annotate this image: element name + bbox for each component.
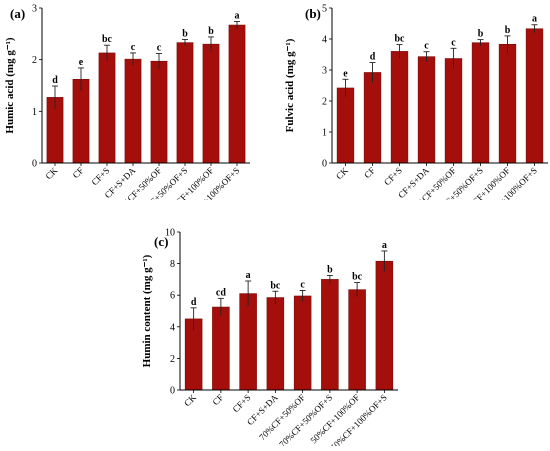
y-tick-label: 2: [32, 55, 37, 66]
chart-panel-b: (b) Fulvic acid (mg g⁻¹) e CK d CF bc CF+S c CF+S…: [275, 0, 550, 226]
panel-label: (b): [305, 6, 321, 21]
significance-letter: b: [182, 29, 188, 40]
fulvic-acid-chart: (b)Fulvic acid (mg g⁻¹) eCKdCFbcCF+ScCF+S…: [284, 4, 548, 226]
y-tick-label: 5: [322, 4, 327, 15]
y-tick-label: 1: [32, 107, 37, 118]
bar-cf-s: [98, 52, 116, 164]
bar-cf-s-da: [124, 58, 142, 164]
bar-cf-s: [239, 293, 257, 391]
y-tick-label: 1: [322, 128, 327, 139]
x-tick-label: CK: [43, 165, 59, 181]
significance-letter: b: [208, 26, 214, 37]
significance-letter: bc: [352, 272, 363, 283]
y-tick-label: 8: [170, 259, 175, 270]
x-tick-label: CK: [182, 392, 198, 408]
y-axis-label: Humic acid (mg g⁻¹): [4, 37, 16, 134]
x-tick-label: CF+S: [382, 165, 404, 187]
bar-cf: [212, 306, 230, 391]
significance-letter: c: [451, 37, 456, 48]
y-tick-label: 6: [170, 291, 175, 302]
x-tick-label: CF: [210, 392, 225, 407]
y-tick-label: 4: [170, 322, 175, 333]
significance-letter: a: [382, 240, 387, 251]
bar-cf-s: [390, 51, 409, 164]
x-tick-label: 50%CF+100%OF: [308, 392, 361, 445]
bar-cf-s-da: [417, 56, 436, 164]
significance-letter: c: [300, 279, 305, 290]
bar-50-cf-100-of-s: [525, 28, 544, 164]
panel-label: (a): [10, 6, 25, 21]
significance-letter: e: [79, 57, 84, 68]
bar-50-cf-100-of-s: [375, 260, 394, 391]
significance-letter: b: [327, 264, 333, 275]
y-tick-label: 2: [170, 354, 175, 365]
humic-acid-chart: (a)Humic acid (mg g⁻¹) dCKeCFbcCF+ScCF+S+…: [4, 4, 250, 226]
chart-panel-c: (c) Humin content (mg g⁻¹) d CK cd CF a CF+S bc C…: [136, 222, 418, 451]
x-tick-label: CF: [362, 165, 377, 180]
y-tick-label: 3: [322, 66, 327, 77]
bar-ck: [336, 87, 355, 164]
significance-letter: b: [505, 25, 511, 36]
bar-70-cf-50-of-s: [471, 42, 490, 164]
significance-letter: bc: [270, 280, 281, 291]
bar-50-cf-100-of: [498, 43, 517, 164]
y-tick-label: 0: [32, 159, 37, 170]
y-tick-label: 3: [32, 4, 37, 15]
x-tick-label: CF: [71, 165, 86, 180]
y-tick-label: 0: [322, 159, 327, 170]
bar-70-cf-50-of: [293, 295, 312, 391]
significance-letter: bc: [102, 34, 113, 45]
significance-letter: cd: [216, 287, 226, 298]
bar-70-cf-50-of-s: [321, 279, 339, 391]
bar-50-cf-100-of: [348, 289, 366, 391]
bar-50-cf-100-of: [202, 43, 220, 164]
panel-label: (c): [154, 234, 168, 249]
significance-letter: c: [157, 42, 162, 53]
significance-letter: b: [478, 29, 484, 40]
x-tick-label: CK: [334, 165, 350, 181]
y-axis-label: Humin content (mg g⁻¹): [141, 254, 153, 367]
y-tick-label: 0: [170, 386, 175, 397]
y-tick-label: 4: [322, 35, 327, 46]
significance-letter: c: [131, 42, 136, 53]
chart-panel-a: (a) Humic acid (mg g⁻¹) d CK e CF bc CF+S c CF+S+…: [0, 0, 275, 226]
bar-70-cf-50-of: [150, 60, 168, 164]
y-tick-label: 10: [165, 228, 175, 239]
bar-cf: [363, 72, 382, 164]
y-axis-label: Fulvic acid (mg g⁻¹): [284, 38, 296, 132]
bar-cf-s-da: [266, 297, 285, 391]
significance-letter: d: [370, 52, 376, 63]
humin-content-chart: (c)Humin content (mg g⁻¹) dCKcdCFaCF+SbcC…: [141, 228, 398, 451]
significance-letter: d: [191, 297, 197, 308]
significance-letter: c: [424, 41, 429, 52]
bar-70-cf-50-of: [444, 58, 463, 164]
bar-50-cf-100-of-s: [228, 24, 246, 164]
significance-letter: d: [52, 75, 58, 86]
significance-letter: a: [532, 14, 537, 25]
bar-cf: [72, 79, 90, 164]
significance-letter: bc: [395, 34, 406, 45]
bar-70-cf-50-of-s: [176, 42, 194, 164]
significance-letter: a: [235, 10, 240, 21]
significance-letter: a: [246, 270, 251, 281]
y-tick-label: 2: [322, 97, 327, 108]
x-tick-label: CF+S: [231, 392, 253, 414]
x-tick-label: CF+S: [89, 165, 111, 187]
significance-letter: e: [343, 68, 348, 79]
